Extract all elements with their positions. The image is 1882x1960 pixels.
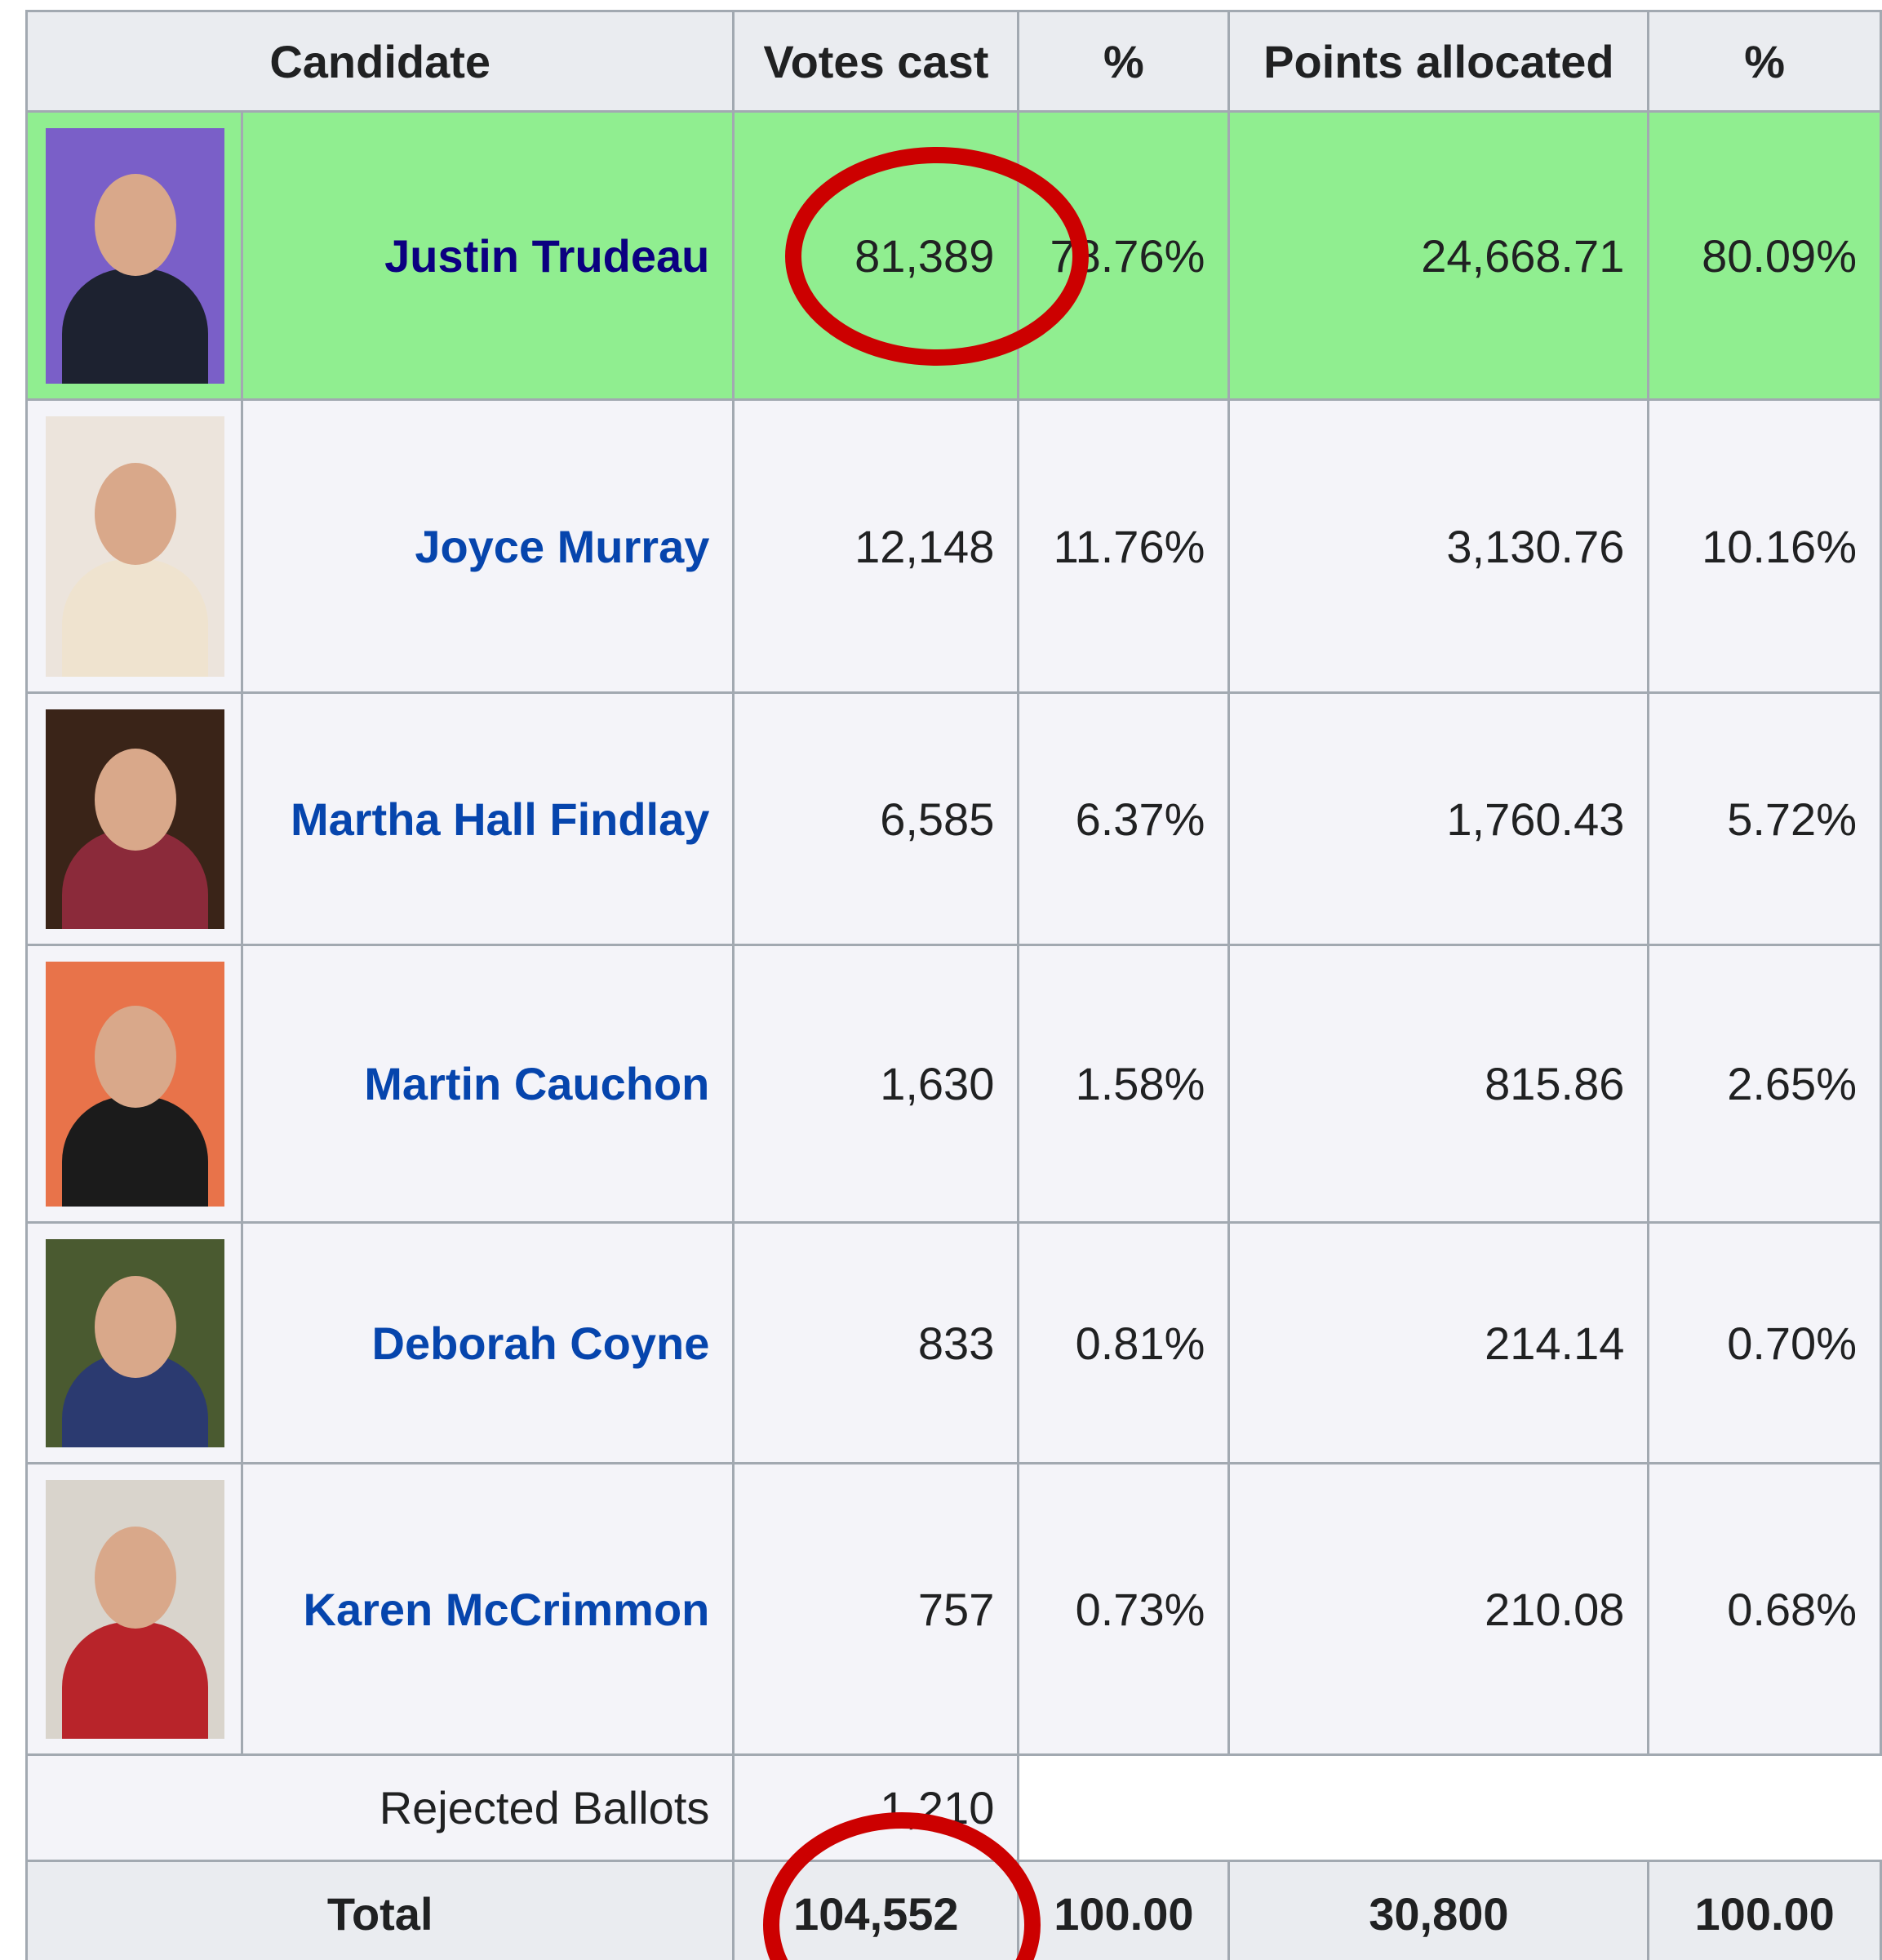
total-pct: 100.00 [1019, 1861, 1229, 1960]
cell-votes: 757 [734, 1464, 1019, 1755]
candidate-name[interactable]: Martha Hall Findlay [242, 693, 734, 945]
candidate-photo [46, 128, 224, 384]
photo-body [62, 559, 208, 677]
candidate-name[interactable]: Joyce Murray [242, 400, 734, 693]
column-header: % [1649, 11, 1881, 112]
photo-head [95, 1527, 176, 1629]
cell-pct: 78.76% [1019, 112, 1229, 400]
cell-points_pct: 0.70% [1649, 1223, 1881, 1464]
column-header: Votes cast [734, 11, 1019, 112]
cell-points: 815.86 [1229, 945, 1649, 1223]
cell-points: 210.08 [1229, 1464, 1649, 1755]
cell-votes: 1,630 [734, 945, 1019, 1223]
column-header: Candidate [27, 11, 734, 112]
cell-votes: 833 [734, 1223, 1019, 1464]
rejected-label: Rejected Ballots [27, 1755, 734, 1861]
cell-points_pct: 10.16% [1649, 400, 1881, 693]
cell-points: 214.14 [1229, 1223, 1649, 1464]
screenshot: CandidateVotes cast%Points allocated% Ju… [0, 0, 1882, 1960]
cell-pct: 0.81% [1019, 1223, 1229, 1464]
photo-head [95, 749, 176, 851]
page: CandidateVotes cast%Points allocated% Ju… [0, 0, 1882, 1960]
cell-points_pct: 5.72% [1649, 693, 1881, 945]
photo-head [95, 1006, 176, 1108]
photo-cell [27, 1464, 242, 1755]
total-points: 30,800 [1229, 1861, 1649, 1960]
cell-pct: 0.73% [1019, 1464, 1229, 1755]
candidate-name[interactable]: Justin Trudeau [242, 112, 734, 400]
photo-body [62, 1622, 208, 1739]
candidate-photo [46, 962, 224, 1207]
column-header: Points allocated [1229, 11, 1649, 112]
photo-body [62, 1096, 208, 1207]
cell-votes: 81,389 [734, 112, 1019, 400]
photo-body [62, 269, 208, 384]
total-points_pct: 100.00 [1649, 1861, 1881, 1960]
photo-head [95, 463, 176, 565]
photo-cell [27, 693, 242, 945]
column-header: % [1019, 11, 1229, 112]
photo-head [95, 174, 176, 276]
cell-points: 24,668.71 [1229, 112, 1649, 400]
candidate-name[interactable]: Karen McCrimmon [242, 1464, 734, 1755]
total-votes: 104,552 [734, 1861, 1019, 1960]
cell-points_pct: 0.68% [1649, 1464, 1881, 1755]
candidate-name[interactable]: Martin Cauchon [242, 945, 734, 1223]
cell-pct: 11.76% [1019, 400, 1229, 693]
cell-votes: 12,148 [734, 400, 1019, 693]
cell-points_pct: 2.65% [1649, 945, 1881, 1223]
photo-cell [27, 1223, 242, 1464]
total-label: Total [27, 1861, 734, 1960]
photo-cell [27, 112, 242, 400]
photo-cell [27, 400, 242, 693]
rejected-votes: 1,210 [734, 1755, 1019, 1861]
photo-head [95, 1276, 176, 1378]
candidate-photo [46, 416, 224, 677]
cell-pct: 1.58% [1019, 945, 1229, 1223]
candidate-photo [46, 1239, 224, 1447]
cell-votes: 6,585 [734, 693, 1019, 945]
cell-points: 1,760.43 [1229, 693, 1649, 945]
cell-points: 3,130.76 [1229, 400, 1649, 693]
cell-points_pct: 80.09% [1649, 112, 1881, 400]
cell-pct: 6.37% [1019, 693, 1229, 945]
candidate-name[interactable]: Deborah Coyne [242, 1223, 734, 1464]
empty-cell [1019, 1755, 1881, 1861]
photo-cell [27, 945, 242, 1223]
candidate-photo [46, 709, 224, 929]
candidate-photo [46, 1480, 224, 1739]
